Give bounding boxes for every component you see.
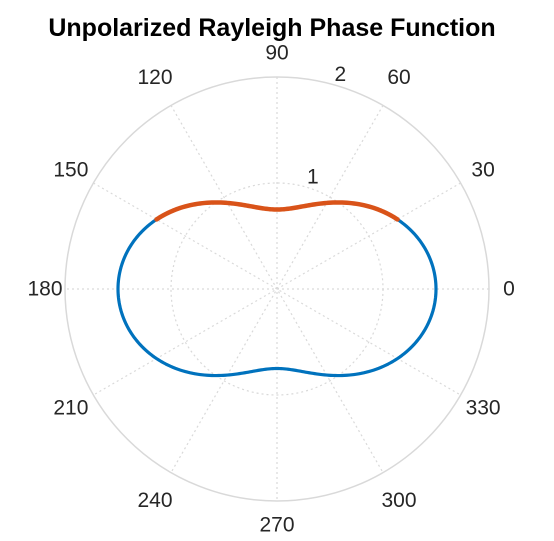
series-line-1 — [154, 200, 400, 222]
theta-tick-label: 60 — [387, 66, 410, 89]
theta-tick-label: 180 — [27, 278, 62, 301]
series-layer — [116, 200, 438, 378]
r-tick-label: 1 — [307, 166, 319, 189]
theta-tick-label: 150 — [53, 159, 88, 182]
theta-tick-label: 210 — [53, 397, 88, 420]
chart-title: Unpolarized Rayleigh Phase Function — [48, 14, 495, 42]
polar-grid — [64, 76, 490, 502]
theta-tick-label: 0 — [503, 278, 515, 301]
theta-tick-label: 120 — [137, 66, 172, 89]
theta-tick-label: 30 — [471, 159, 494, 182]
theta-tick-label: 240 — [137, 489, 172, 512]
theta-tick-label: 90 — [265, 42, 288, 65]
theta-tick-label: 300 — [381, 489, 416, 512]
tick-labels: 0 30 60 90 120 150 180 210 240 270 300 330 1 2 — [27, 42, 514, 537]
theta-tick-label: 330 — [466, 397, 501, 420]
theta-tick-label: 270 — [259, 514, 294, 537]
r-tick-label: 2 — [335, 63, 347, 86]
